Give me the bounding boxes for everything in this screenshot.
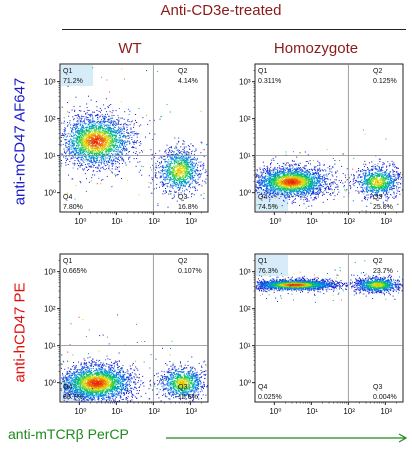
y-tick-label: 10⁰	[44, 189, 56, 198]
quadrant-name-q4: Q4	[258, 384, 267, 391]
y-tick-label: 10⁰	[44, 379, 56, 388]
quadrant-name-q2: Q2	[178, 258, 187, 265]
y-tick-label: 10³	[239, 268, 251, 277]
scatter-points	[255, 129, 404, 212]
y-tick-label: 10¹	[239, 342, 251, 351]
scatter-points	[60, 67, 208, 208]
y-tick-label: 10²	[44, 115, 56, 124]
quadrant-percent-q2: 0.107%	[178, 268, 202, 275]
quadrant-name-q3: Q3	[373, 384, 382, 391]
x-tick-label: 10²	[343, 407, 355, 416]
y-tick-label: 10³	[44, 78, 56, 87]
y-tick-label: 10²	[239, 305, 251, 314]
quadrant-percent-q3: 16.8%	[178, 204, 198, 211]
facs-panel-top-right: 10⁰ 10⁰ 10¹ 10¹ 10² 10² 10³ 10³ Q1 0.311% Q2 0.125%…	[239, 63, 404, 226]
quadrant-percent-q4: 7.80%	[63, 204, 83, 211]
x-tick-label: 10²	[343, 217, 355, 226]
quadrant-name-q3: Q3	[178, 194, 187, 201]
quadrant-name-q1: Q1	[63, 258, 72, 265]
quadrant-highlight	[256, 190, 288, 211]
x-tick-label: 10⁰	[269, 407, 281, 416]
plot-frame	[254, 253, 404, 403]
y-tick-label: 10¹	[239, 152, 251, 161]
quadrant-percent-q2: 4.14%	[178, 78, 198, 85]
quadrant-name-q1: Q1	[258, 258, 267, 265]
facs-panel-top-left: 10⁰ 10⁰ 10¹ 10¹ 10² 10² 10³ 10³ Q1 71.2% Q2 4.14% Q3…	[44, 63, 209, 226]
quadrant-name-q2: Q2	[373, 258, 382, 265]
quadrant-percent-q1: 0.311%	[258, 78, 281, 85]
y-tick-label: 10²	[44, 305, 56, 314]
facs-panel-bottom-left: 10⁰ 10⁰ 10¹ 10¹ 10² 10² 10³ 10³ Q1 0.665% Q2 0.107%…	[44, 253, 209, 416]
y-axis-label-top: anti-mCD47 AF647	[11, 77, 29, 206]
quadrant-name-q1: Q1	[63, 68, 72, 75]
quadrant-name-q2: Q2	[373, 68, 382, 75]
x-tick-label: 10⁰	[269, 217, 281, 226]
x-tick-label: 10³	[185, 407, 197, 416]
quadrant-percent-q1: 0.665%	[63, 268, 87, 275]
scatter-points	[60, 314, 209, 403]
column-title-homozygote: Homozygote	[273, 40, 359, 57]
x-tick-label: 10³	[380, 407, 392, 416]
y-tick-label: 10¹	[44, 152, 56, 161]
quadrant-name-q2: Q2	[178, 68, 187, 75]
y-tick-label: 10⁰	[239, 379, 251, 388]
quadrant-percent-q4: 0.025%	[258, 394, 282, 401]
quadrant-percent-q3: 0.004%	[373, 394, 397, 401]
quadrant-name-q4: Q4	[63, 384, 72, 391]
y-tick-label: 10³	[44, 268, 56, 277]
quadrant-percent-q2: 23.7%	[373, 268, 393, 275]
facs-panel-bottom-right: 10⁰ 10⁰ 10¹ 10¹ 10² 10² 10³ 10³ Q1 76.3% Q2 23.7% Q3…	[239, 253, 404, 416]
column-title-wt: WT	[118, 40, 142, 57]
treatment-underline	[62, 29, 406, 30]
x-axis-arrow-icon	[166, 433, 408, 443]
y-tick-label: 10¹	[44, 342, 56, 351]
scatter-points	[255, 259, 404, 303]
y-tick-label: 10²	[239, 115, 251, 124]
quadrant-highlight	[61, 65, 93, 86]
treatment-title: Anti-CD3e-treated	[160, 2, 282, 19]
quadrant-percent-q2: 0.125%	[373, 78, 397, 85]
y-tick-label: 10⁰	[239, 189, 251, 198]
x-tick-label: 10¹	[111, 407, 123, 416]
quadrant-percent-q1: 71.2%	[63, 78, 83, 85]
quadrant-name-q3: Q3	[178, 384, 187, 391]
quadrant-percent-q4: 74.5%	[258, 204, 278, 211]
quadrant-percent-q1: 76.3%	[258, 268, 278, 275]
x-tick-label: 10³	[380, 217, 392, 226]
x-tick-label: 10⁰	[74, 217, 86, 226]
y-axis-label-bottom: anti-hCD47 PE	[11, 282, 29, 383]
quadrant-percent-q3: 15.6%	[178, 394, 198, 401]
x-tick-label: 10⁰	[74, 407, 86, 416]
y-tick-label: 10³	[239, 78, 251, 87]
x-tick-label: 10¹	[306, 407, 318, 416]
quadrant-percent-q3: 25.0%	[373, 204, 393, 211]
x-tick-label: 10²	[148, 217, 160, 226]
quadrant-highlight	[256, 255, 288, 276]
quadrant-name-q4: Q4	[258, 194, 267, 201]
x-tick-label: 10¹	[111, 217, 123, 226]
quadrant-name-q3: Q3	[373, 194, 382, 201]
x-axis-label: anti-mTCRβ PerCP	[8, 426, 129, 442]
x-tick-label: 10¹	[306, 217, 318, 226]
x-tick-label: 10³	[185, 217, 197, 226]
x-tick-label: 10²	[148, 407, 160, 416]
quadrant-percent-q4: 83.7%	[63, 394, 83, 401]
quadrant-name-q4: Q4	[63, 194, 72, 201]
quadrant-name-q1: Q1	[258, 68, 267, 75]
